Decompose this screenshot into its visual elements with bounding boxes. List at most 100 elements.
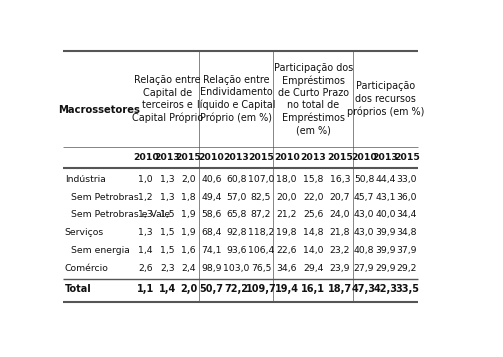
Text: 1,5: 1,5 <box>160 246 175 255</box>
Text: 1,4: 1,4 <box>158 284 176 294</box>
Text: Sem Petrobras: Sem Petrobras <box>70 192 138 202</box>
Text: Relação entre
Capital de
terceiros e
Capital Próprio: Relação entre Capital de terceiros e Cap… <box>131 75 203 123</box>
Text: 65,8: 65,8 <box>226 211 246 220</box>
Text: 45,7: 45,7 <box>354 192 374 202</box>
Text: 40,6: 40,6 <box>201 175 222 183</box>
Text: 14,0: 14,0 <box>303 246 323 255</box>
Text: 2015: 2015 <box>327 153 353 162</box>
Text: 39,9: 39,9 <box>375 228 396 237</box>
Text: 1,3: 1,3 <box>160 192 175 202</box>
Text: Serviços: Serviços <box>65 228 104 237</box>
Text: 2010: 2010 <box>133 153 158 162</box>
Text: 92,8: 92,8 <box>226 228 246 237</box>
Text: 2,6: 2,6 <box>138 264 153 273</box>
Text: 21,2: 21,2 <box>277 211 297 220</box>
Text: 22,0: 22,0 <box>303 192 323 202</box>
Text: 2013: 2013 <box>154 153 180 162</box>
Text: 14,8: 14,8 <box>303 228 323 237</box>
Text: 16,1: 16,1 <box>301 284 325 294</box>
Text: 29,2: 29,2 <box>397 264 417 273</box>
Text: 33,0: 33,0 <box>397 175 417 183</box>
Text: 58,6: 58,6 <box>202 211 222 220</box>
Text: 36,0: 36,0 <box>397 192 417 202</box>
Text: 1,1: 1,1 <box>137 284 154 294</box>
Text: 43,1: 43,1 <box>375 192 396 202</box>
Text: 1,8: 1,8 <box>181 192 196 202</box>
Text: 50,8: 50,8 <box>354 175 374 183</box>
Text: 2013: 2013 <box>223 153 249 162</box>
Text: 24,0: 24,0 <box>330 211 350 220</box>
Text: 19,4: 19,4 <box>275 284 299 294</box>
Text: 2013: 2013 <box>373 153 398 162</box>
Text: 1,4: 1,4 <box>138 246 153 255</box>
Text: 19,8: 19,8 <box>277 228 297 237</box>
Text: Participação dos
Empréstimos
de Curto Prazo
no total de
Empréstimos
(em %): Participação dos Empréstimos de Curto Pr… <box>274 62 353 136</box>
Text: 25,6: 25,6 <box>303 211 323 220</box>
Text: 18,0: 18,0 <box>277 175 297 183</box>
Text: 2,4: 2,4 <box>181 264 196 273</box>
Text: 2015: 2015 <box>248 153 274 162</box>
Text: 37,9: 37,9 <box>397 246 417 255</box>
Text: 1,2: 1,2 <box>138 192 153 202</box>
Text: 1,5: 1,5 <box>160 228 175 237</box>
Text: 2,0: 2,0 <box>181 175 196 183</box>
Text: 40,8: 40,8 <box>354 246 374 255</box>
Text: Indústria: Indústria <box>65 175 106 183</box>
Text: 27,9: 27,9 <box>354 264 374 273</box>
Text: 98,9: 98,9 <box>201 264 222 273</box>
Text: 49,4: 49,4 <box>201 192 222 202</box>
Text: 42,3: 42,3 <box>373 284 397 294</box>
Text: Sem Petrobras e Vale: Sem Petrobras e Vale <box>70 211 170 220</box>
Text: 68,4: 68,4 <box>201 228 222 237</box>
Text: 2010: 2010 <box>274 153 300 162</box>
Text: 2010: 2010 <box>199 153 225 162</box>
Text: 72,2: 72,2 <box>224 284 248 294</box>
Text: 103,0: 103,0 <box>223 264 249 273</box>
Text: 39,9: 39,9 <box>375 246 396 255</box>
Text: 15,8: 15,8 <box>303 175 323 183</box>
Text: 29,9: 29,9 <box>375 264 396 273</box>
Text: 109,7: 109,7 <box>245 284 277 294</box>
Text: 43,0: 43,0 <box>354 211 374 220</box>
Text: 2015: 2015 <box>394 153 420 162</box>
Text: 1,3: 1,3 <box>138 228 153 237</box>
Text: 2015: 2015 <box>176 153 202 162</box>
Text: 1,5: 1,5 <box>160 211 175 220</box>
Text: 2,3: 2,3 <box>160 264 175 273</box>
Text: 107,0: 107,0 <box>248 175 274 183</box>
Text: Comércio: Comércio <box>65 264 109 273</box>
Text: Sem energia: Sem energia <box>70 246 130 255</box>
Text: 2013: 2013 <box>300 153 326 162</box>
Text: 76,5: 76,5 <box>251 264 271 273</box>
Text: 1,9: 1,9 <box>181 228 196 237</box>
Text: 74,1: 74,1 <box>201 246 222 255</box>
Text: 44,4: 44,4 <box>375 175 396 183</box>
Text: 1,3: 1,3 <box>160 175 175 183</box>
Text: 82,5: 82,5 <box>251 192 271 202</box>
Text: 93,6: 93,6 <box>226 246 246 255</box>
Text: 40,0: 40,0 <box>375 211 396 220</box>
Text: Total: Total <box>65 284 92 294</box>
Text: 50,7: 50,7 <box>200 284 224 294</box>
Text: 23,9: 23,9 <box>330 264 350 273</box>
Text: 20,7: 20,7 <box>330 192 350 202</box>
Text: 2,0: 2,0 <box>180 284 197 294</box>
Text: 1,3: 1,3 <box>138 211 153 220</box>
Text: 34,4: 34,4 <box>397 211 417 220</box>
Text: Participação
dos recursos
próprios (em %): Participação dos recursos próprios (em %… <box>347 81 424 117</box>
Text: 106,4: 106,4 <box>248 246 274 255</box>
Text: 118,2: 118,2 <box>248 228 274 237</box>
Text: 57,0: 57,0 <box>226 192 246 202</box>
Text: 22,6: 22,6 <box>277 246 297 255</box>
Text: 2010: 2010 <box>351 153 377 162</box>
Text: 23,2: 23,2 <box>330 246 350 255</box>
Text: 34,8: 34,8 <box>397 228 417 237</box>
Text: 87,2: 87,2 <box>251 211 271 220</box>
Text: 1,9: 1,9 <box>181 211 196 220</box>
Text: 21,8: 21,8 <box>330 228 350 237</box>
Text: 1,6: 1,6 <box>181 246 196 255</box>
Text: 47,3: 47,3 <box>352 284 376 294</box>
Text: Relação entre
Endividamento
líquido e Capital
Próprio (em %): Relação entre Endividamento líquido e Ca… <box>197 75 276 124</box>
Text: 43,0: 43,0 <box>354 228 374 237</box>
Text: 18,7: 18,7 <box>328 284 352 294</box>
